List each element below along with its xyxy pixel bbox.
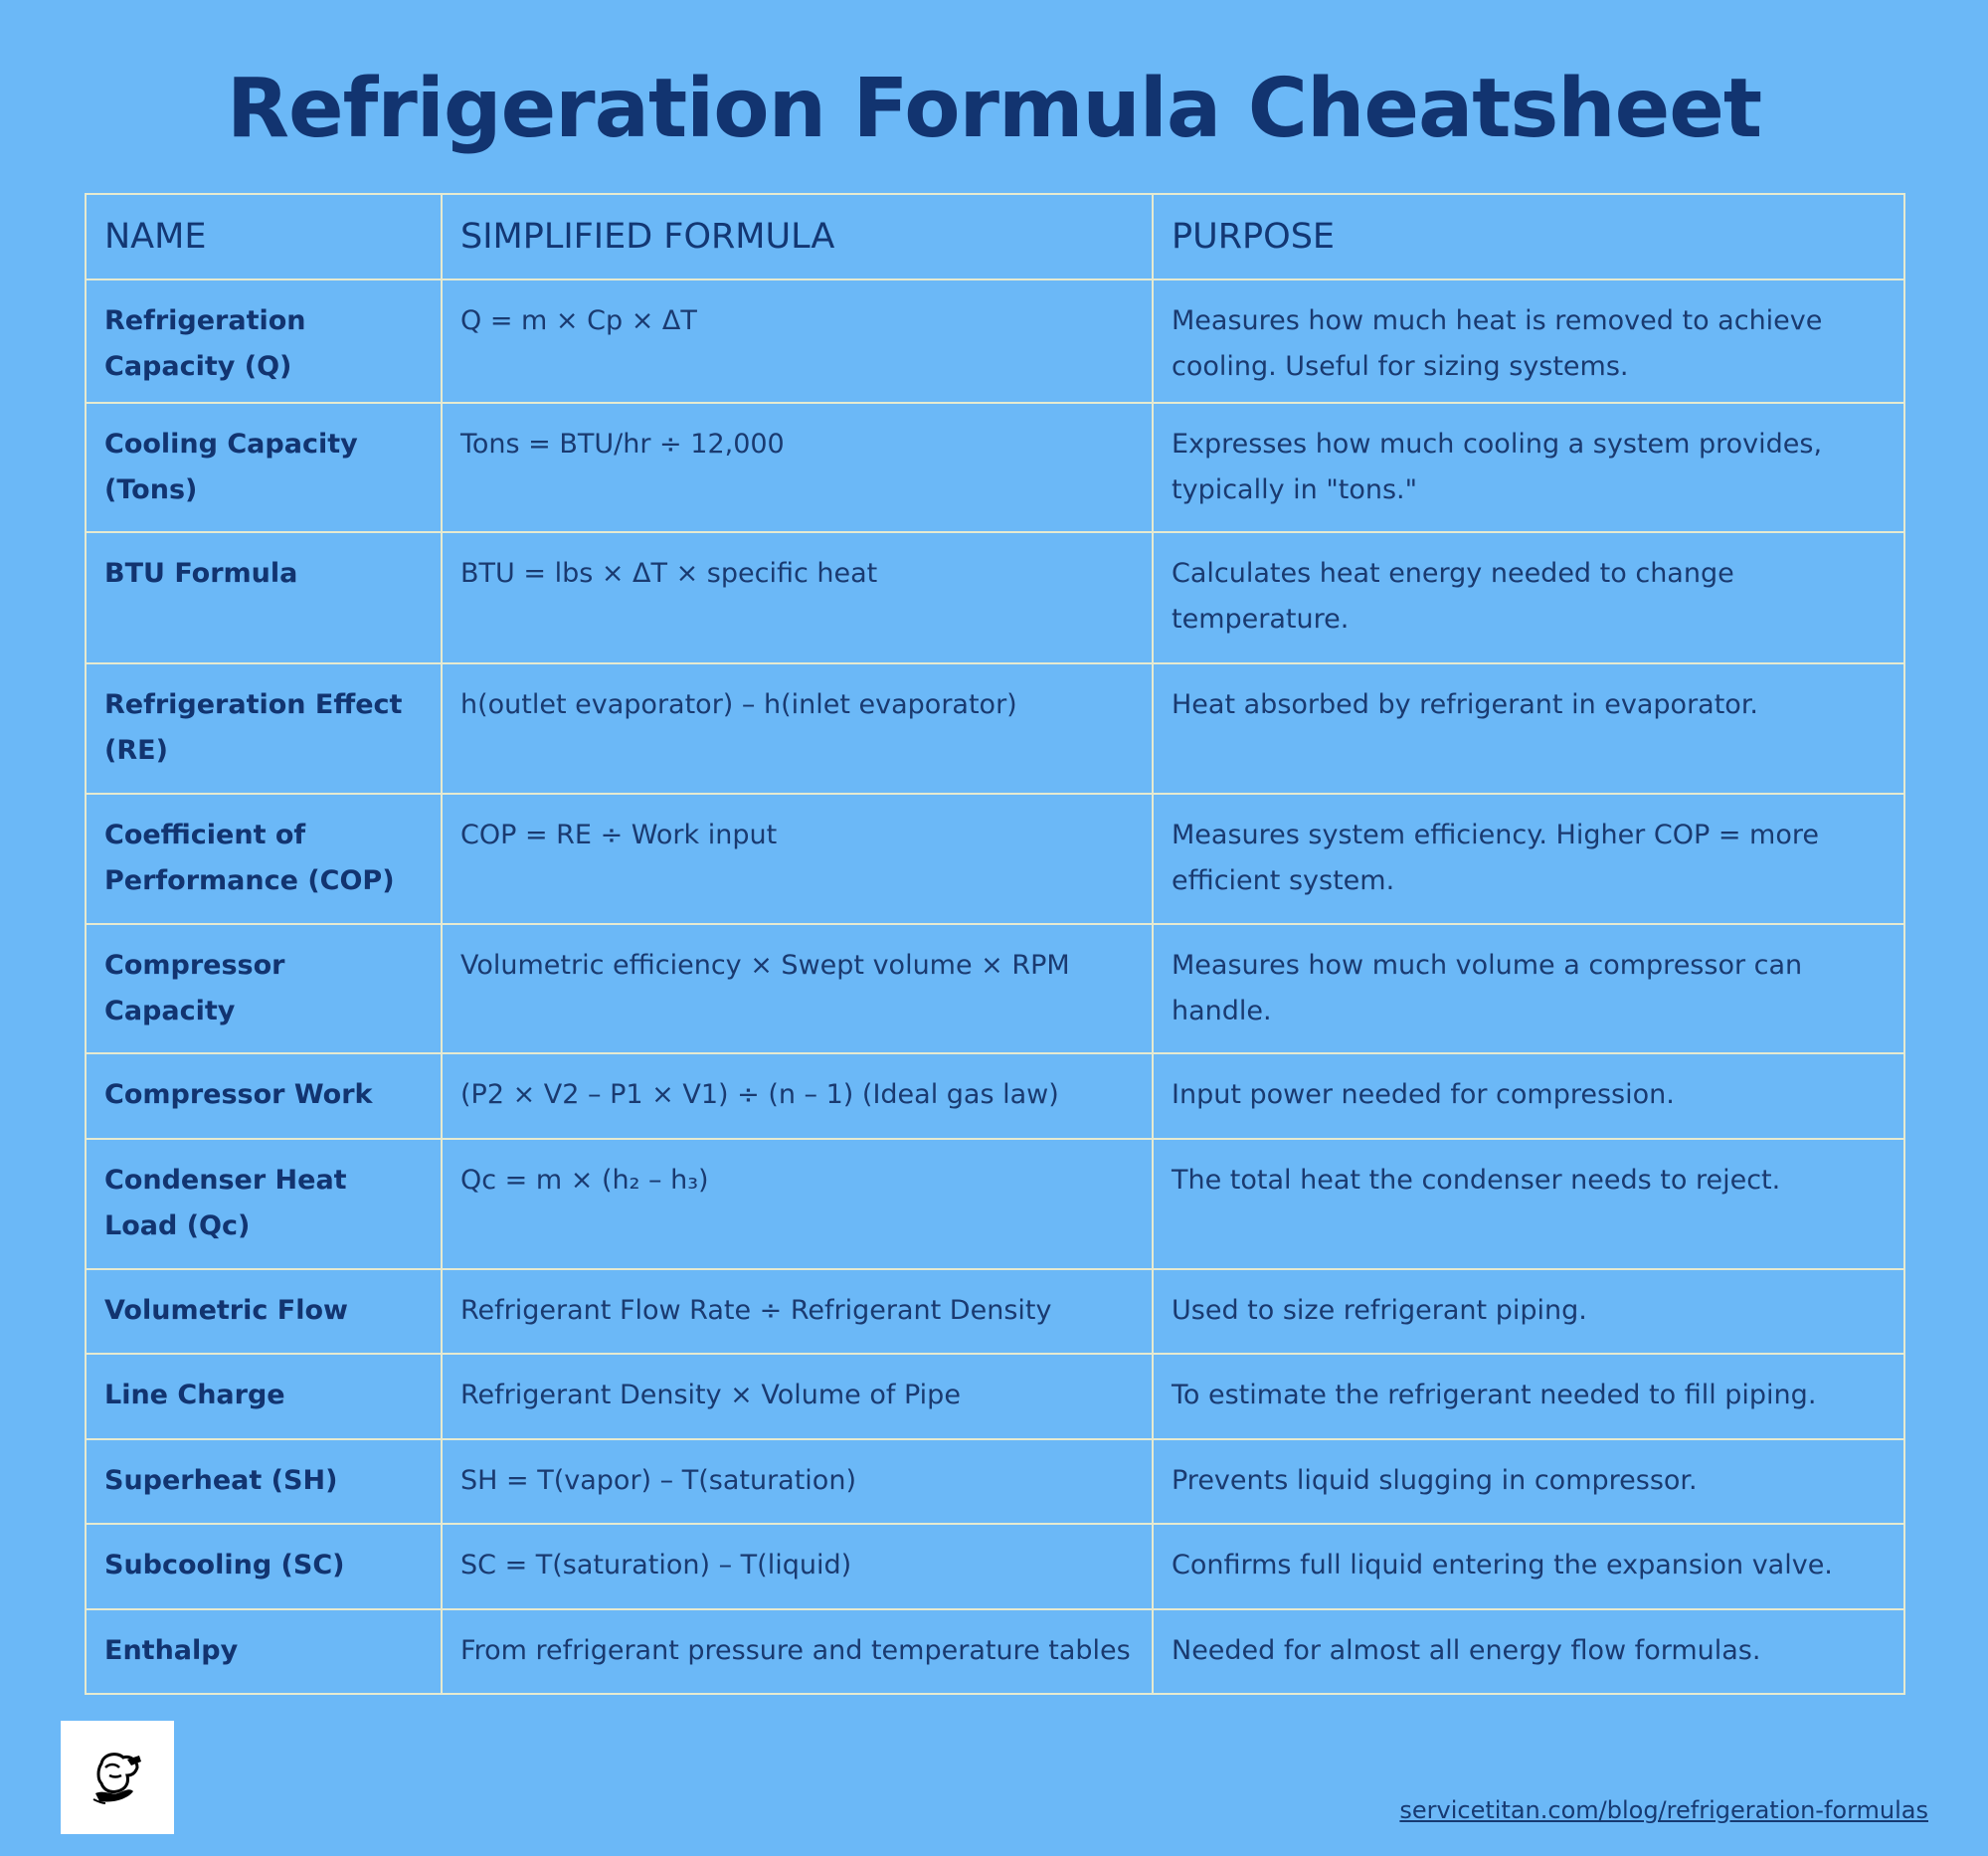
- formula-cell: Tons = BTU/hr ÷ 12,000: [441, 402, 1154, 533]
- source-link[interactable]: servicetitan.com/blog/refrigeration-form…: [1399, 1796, 1928, 1824]
- table-body: Refrigeration Capacity (Q) Q = m × Cp × Δ…: [85, 278, 1905, 1695]
- purpose-cell: Prevents liquid slugging in compressor.: [1152, 1438, 1905, 1525]
- formula-table: NAME SIMPLIFIED FORMULA PURPOSE Refriger…: [85, 193, 1905, 1695]
- technician-mascot-icon: [92, 1753, 141, 1804]
- table-row: Line Charge Refrigerant Density × Volume …: [85, 1353, 1905, 1440]
- purpose-cell: Heat absorbed by refrigerant in evaporat…: [1152, 662, 1905, 795]
- table-row: Condenser Heat Load (Qc) Qc = m × (h₂ – h…: [85, 1138, 1905, 1270]
- table-row: Subcooling (SC) SC = T(saturation) – T(li…: [85, 1523, 1905, 1610]
- formula-cell: SH = T(vapor) – T(saturation): [441, 1438, 1154, 1525]
- page-title: Refrigeration Formula Cheatsheet: [226, 62, 1762, 156]
- name-cell: BTU Formula: [85, 531, 443, 664]
- table-row: Refrigeration Effect (RE) h(outlet evapor…: [85, 662, 1905, 795]
- name-cell: Compressor Capacity: [85, 923, 443, 1054]
- purpose-cell: The total heat the condenser needs to re…: [1152, 1138, 1905, 1270]
- table-header-row: NAME SIMPLIFIED FORMULA PURPOSE: [85, 193, 1905, 280]
- formula-cell: COP = RE ÷ Work input: [441, 793, 1154, 925]
- formula-cell: From refrigerant pressure and temperatur…: [441, 1608, 1154, 1695]
- table-row: Compressor Capacity Volumetric efficiency…: [85, 923, 1905, 1054]
- name-cell: Superheat (SH): [85, 1438, 443, 1525]
- formula-cell: h(outlet evaporator) – h(inlet evaporato…: [441, 662, 1154, 795]
- formula-cell: SC = T(saturation) – T(liquid): [441, 1523, 1154, 1610]
- table-row: Superheat (SH) SH = T(vapor) – T(saturati…: [85, 1438, 1905, 1525]
- formula-cell: Refrigerant Density × Volume of Pipe: [441, 1353, 1154, 1440]
- formula-cell: Qc = m × (h₂ – h₃): [441, 1138, 1154, 1270]
- name-cell: Refrigeration Effect (RE): [85, 662, 443, 795]
- table-row: BTU Formula BTU = lbs × ΔT × specific hea…: [85, 531, 1905, 664]
- formula-cell: BTU = lbs × ΔT × specific heat: [441, 531, 1154, 664]
- purpose-cell: Needed for almost all energy flow formul…: [1152, 1608, 1905, 1695]
- purpose-cell: Measures how much heat is removed to ach…: [1152, 278, 1905, 404]
- purpose-cell: Input power needed for compression.: [1152, 1052, 1905, 1140]
- name-cell: Enthalpy: [85, 1608, 443, 1695]
- formula-cell: Q = m × Cp × ΔT: [441, 278, 1154, 404]
- name-cell: Condenser Heat Load (Qc): [85, 1138, 443, 1270]
- formula-cell: Volumetric efficiency × Swept volume × R…: [441, 923, 1154, 1054]
- formula-cell: Refrigerant Flow Rate ÷ Refrigerant Dens…: [441, 1268, 1154, 1355]
- name-cell: Coefficient of Performance (COP): [85, 793, 443, 925]
- purpose-cell: Used to size refrigerant piping.: [1152, 1268, 1905, 1355]
- purpose-cell: Measures how much volume a compressor ca…: [1152, 923, 1905, 1054]
- table-row: Cooling Capacity (Tons) Tons = BTU/hr ÷ 1…: [85, 402, 1905, 533]
- column-header-formula: SIMPLIFIED FORMULA: [441, 193, 1154, 280]
- purpose-cell: Expresses how much cooling a system prov…: [1152, 402, 1905, 533]
- table-row: Enthalpy From refrigerant pressure and te…: [85, 1608, 1905, 1695]
- table-row: Volumetric Flow Refrigerant Flow Rate ÷ R…: [85, 1268, 1905, 1355]
- column-header-name: NAME: [85, 193, 443, 280]
- formula-cell: (P2 × V2 – P1 × V1) ÷ (n – 1) (Ideal gas…: [441, 1052, 1154, 1140]
- purpose-cell: Measures system efficiency. Higher COP =…: [1152, 793, 1905, 925]
- logo: [61, 1721, 174, 1834]
- purpose-cell: To estimate the refrigerant needed to fi…: [1152, 1353, 1905, 1440]
- name-cell: Subcooling (SC): [85, 1523, 443, 1610]
- column-header-purpose: PURPOSE: [1152, 193, 1905, 280]
- table-row: Refrigeration Capacity (Q) Q = m × Cp × Δ…: [85, 278, 1905, 404]
- table-row: Compressor Work (P2 × V2 – P1 × V1) ÷ (n …: [85, 1052, 1905, 1140]
- purpose-cell: Calculates heat energy needed to change …: [1152, 531, 1905, 664]
- name-cell: Line Charge: [85, 1353, 443, 1440]
- table-row: Coefficient of Performance (COP) COP = RE…: [85, 793, 1905, 925]
- name-cell: Compressor Work: [85, 1052, 443, 1140]
- purpose-cell: Confirms full liquid entering the expans…: [1152, 1523, 1905, 1610]
- name-cell: Volumetric Flow: [85, 1268, 443, 1355]
- name-cell: Cooling Capacity (Tons): [85, 402, 443, 533]
- name-cell: Refrigeration Capacity (Q): [85, 278, 443, 404]
